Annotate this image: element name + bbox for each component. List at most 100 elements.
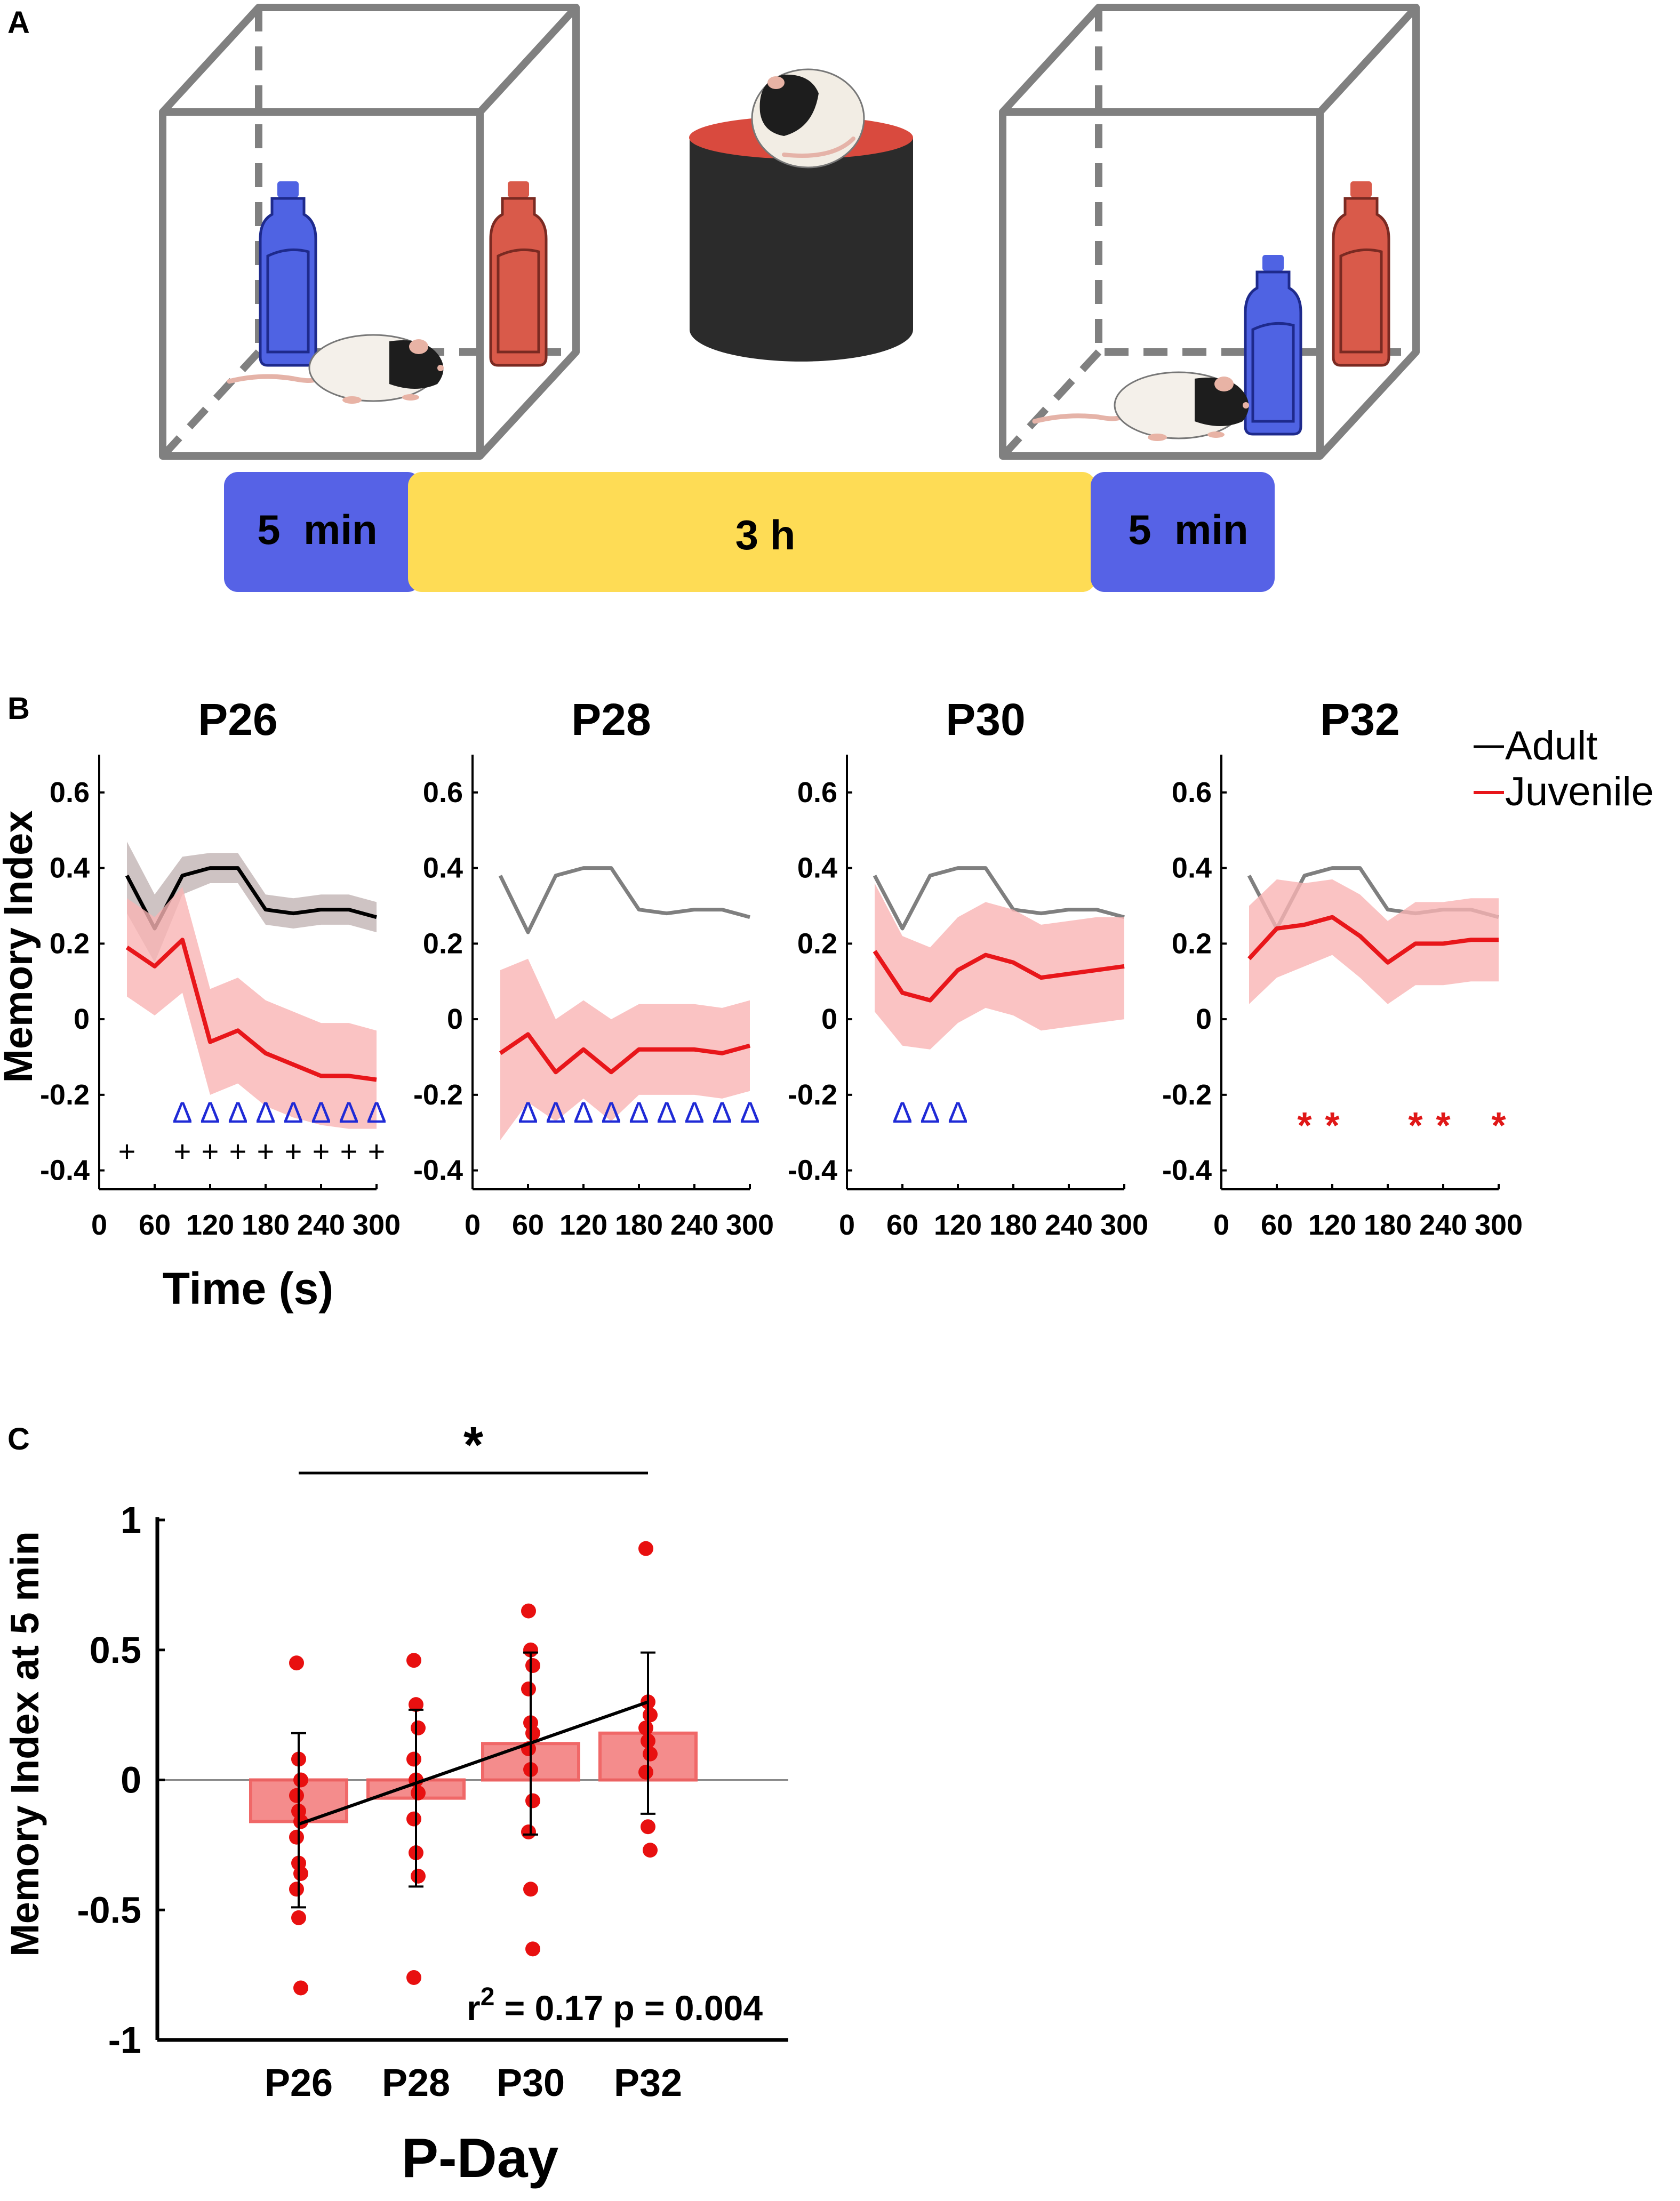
blue-bottle-icon xyxy=(1244,255,1302,436)
y-tick-label: -0.4 xyxy=(1162,1155,1212,1187)
data-point xyxy=(521,1603,536,1619)
x-tick-label: 120 xyxy=(186,1209,234,1241)
juvenile-sem-band xyxy=(1249,879,1499,1004)
significance-triangle: Δ xyxy=(601,1095,621,1129)
x-tick-label: 240 xyxy=(1419,1209,1467,1241)
cage-front-face xyxy=(999,108,1324,460)
significance-triangle: Δ xyxy=(366,1095,386,1129)
significance-triangle: Δ xyxy=(657,1095,676,1129)
significance-triangle: Δ xyxy=(684,1095,704,1129)
significance-triangle: Δ xyxy=(920,1095,940,1129)
panel-label-a: A xyxy=(7,5,30,40)
data-point xyxy=(411,1720,426,1735)
x-tick-label: 240 xyxy=(1045,1209,1093,1241)
data-point xyxy=(293,1814,308,1829)
significance-star: * xyxy=(1436,1104,1451,1146)
x-tick-label: 300 xyxy=(1100,1209,1148,1241)
significance-triangle: Δ xyxy=(283,1095,303,1129)
chart-title: P28 xyxy=(571,694,651,745)
significance-triangle: Δ xyxy=(546,1095,565,1129)
y-tick-label: 0.6 xyxy=(797,777,837,809)
significance-triangle: Δ xyxy=(712,1095,732,1129)
y-tick-label: -0.2 xyxy=(413,1079,463,1111)
rat-icon xyxy=(227,334,444,404)
significance-triangle: Δ xyxy=(339,1095,358,1129)
data-point xyxy=(409,1697,423,1712)
x-tick-label: P32 xyxy=(614,2062,682,2104)
juvenile-mean-line xyxy=(873,950,1125,1003)
significance-triangle: Δ xyxy=(573,1095,593,1129)
data-point xyxy=(289,1655,304,1671)
panel-b-x-axis-label: Time (s) xyxy=(163,1263,334,1314)
data-point xyxy=(293,1980,308,1996)
data-point xyxy=(406,1970,421,1985)
adult-mean-line xyxy=(498,866,750,934)
panel-c: Memory Index at 5 min P-Day 1 0.5 0 -0.5 -1 P… xyxy=(3,1416,788,2189)
data-point xyxy=(643,1707,658,1723)
data-point xyxy=(289,1829,304,1845)
significance-triangle: Δ xyxy=(228,1095,247,1129)
regression-line xyxy=(298,1700,649,1826)
significance-triangle: Δ xyxy=(629,1095,649,1129)
significance-plus: + xyxy=(340,1134,358,1168)
chart-title: P26 xyxy=(198,694,277,745)
y-tick-label: 0.2 xyxy=(50,927,90,959)
data-point xyxy=(521,1824,536,1839)
x-tick-label: 180 xyxy=(1364,1209,1412,1241)
y-tick-label: 0.6 xyxy=(1172,777,1212,809)
habituation-phase-bar xyxy=(224,472,421,592)
x-tick-label: 0 xyxy=(91,1209,107,1241)
juvenile-sem-band xyxy=(875,883,1124,1050)
significance-star: * xyxy=(1325,1104,1340,1146)
data-point xyxy=(638,1720,653,1735)
x-tick-label: 300 xyxy=(1475,1209,1523,1241)
significance-triangle: Δ xyxy=(200,1095,220,1129)
delay-phase-bar xyxy=(408,472,1096,592)
legend-adult-label: Adult xyxy=(1505,723,1597,769)
y-tick-label: 0.4 xyxy=(797,852,837,884)
data-point xyxy=(406,1751,421,1767)
data-point xyxy=(406,1653,421,1668)
juvenile-mean-line xyxy=(499,1032,751,1075)
panel-label-c: C xyxy=(7,1422,30,1456)
y-tick-label: 0.6 xyxy=(423,777,463,809)
y-tick-label: 0 xyxy=(74,1003,90,1035)
delay-phase-label: 3 h xyxy=(735,511,796,558)
data-point xyxy=(525,1941,540,1957)
panel-c-y-axis-label: Memory Index at 5 min xyxy=(3,1531,47,1957)
significance-triangle: Δ xyxy=(172,1095,192,1129)
y-tick-label: -0.4 xyxy=(40,1155,90,1187)
regression-stats: r2 = 0.17 p = 0.004 xyxy=(467,1983,763,2028)
x-tick-label: 300 xyxy=(726,1209,774,1241)
legend-juvenile-label: Juvenile xyxy=(1505,769,1654,814)
rat-icon xyxy=(1032,371,1249,441)
y-tick-label: -0.2 xyxy=(1162,1079,1212,1111)
x-tick-label: 60 xyxy=(1261,1209,1293,1241)
y-tick-label: -0.4 xyxy=(788,1155,837,1187)
juvenile-sem-band xyxy=(500,958,750,1140)
data-point xyxy=(641,1819,655,1835)
data-point xyxy=(525,1658,540,1673)
legend: Adult Juvenile xyxy=(1474,723,1654,814)
significance-star: * xyxy=(463,1416,484,1474)
x-tick-label: 120 xyxy=(1308,1209,1356,1241)
cage-top-edges xyxy=(159,4,580,459)
x-tick-label: 0 xyxy=(465,1209,481,1241)
data-point xyxy=(291,1910,306,1925)
data-point xyxy=(638,1541,653,1556)
data-point xyxy=(525,1793,540,1808)
x-tick-label: 120 xyxy=(559,1209,607,1241)
data-point xyxy=(643,1843,658,1858)
significance-plus: + xyxy=(202,1134,219,1168)
adult-mean-line xyxy=(125,866,377,931)
data-point xyxy=(406,1811,421,1827)
cage-front-face xyxy=(159,108,484,460)
x-tick-label: 0 xyxy=(839,1209,855,1241)
x-tick-label: 60 xyxy=(512,1209,544,1241)
panel-label-b: B xyxy=(7,691,30,726)
y-tick-label: 0.4 xyxy=(1172,852,1212,884)
chart-title: P32 xyxy=(1320,694,1399,745)
